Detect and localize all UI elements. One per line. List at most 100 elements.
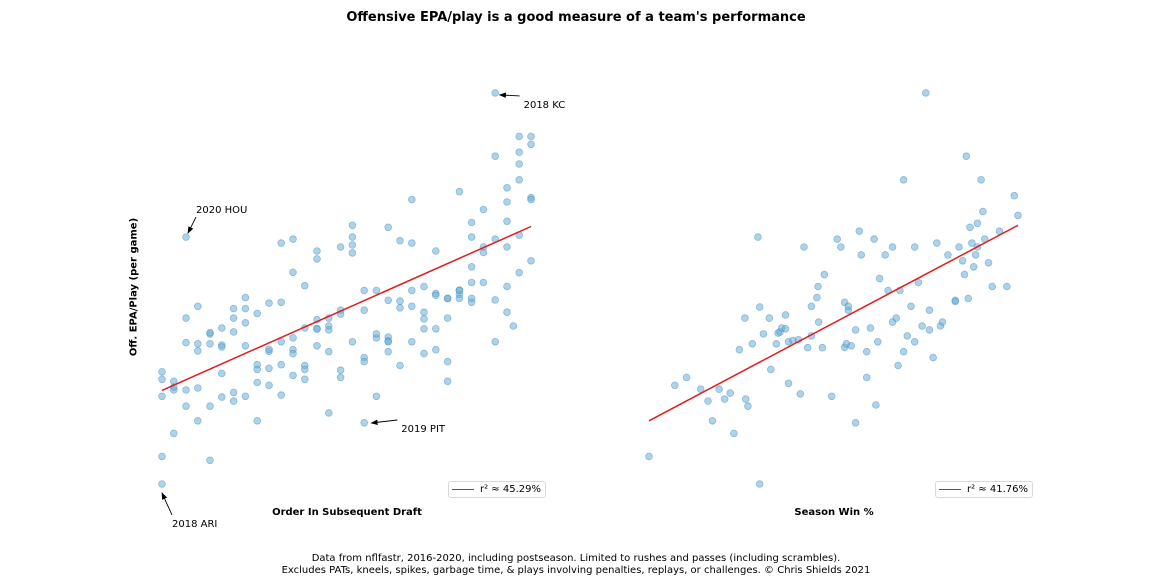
data-point bbox=[855, 227, 864, 236]
data-point bbox=[899, 347, 908, 356]
data-point bbox=[527, 195, 535, 204]
data-point bbox=[704, 397, 712, 405]
data-point bbox=[503, 282, 511, 291]
data-point bbox=[527, 132, 535, 141]
data-point bbox=[158, 392, 166, 401]
data-point bbox=[182, 314, 190, 322]
data-point bbox=[265, 381, 273, 390]
data-point bbox=[253, 378, 262, 387]
annotation-label: 2019 PIT bbox=[401, 424, 446, 435]
data-point bbox=[420, 308, 428, 317]
data-point bbox=[336, 366, 345, 375]
data-point bbox=[918, 322, 926, 330]
data-point bbox=[873, 337, 882, 346]
annotation-label: 2020 HOU bbox=[196, 205, 247, 216]
data-point bbox=[515, 148, 523, 157]
data-point bbox=[491, 296, 500, 304]
data-point bbox=[348, 337, 357, 346]
data-point bbox=[744, 402, 752, 411]
data-point bbox=[833, 235, 841, 243]
data-point bbox=[851, 418, 860, 427]
legend-fit-line-swatch bbox=[452, 489, 474, 490]
data-point bbox=[527, 140, 535, 149]
chart-title: Offensive EPA/play is a good measure of … bbox=[346, 10, 806, 25]
data-point bbox=[881, 251, 889, 259]
data-point bbox=[431, 345, 440, 354]
data-point bbox=[241, 293, 250, 302]
data-point bbox=[969, 262, 978, 271]
data-point bbox=[206, 339, 214, 348]
legend-win-pct: r² ≈ 41.76% bbox=[935, 481, 1033, 498]
panel-draft-order: 2018 KC 2020 HOU 2019 PIT 2018 ARI bbox=[158, 89, 565, 530]
data-point bbox=[503, 217, 511, 226]
data-point bbox=[265, 364, 273, 373]
data-point bbox=[827, 392, 836, 401]
data-point bbox=[847, 341, 855, 350]
x-axis-label-win-pct: Season Win % bbox=[794, 507, 874, 518]
data-point bbox=[170, 429, 178, 438]
data-point bbox=[467, 278, 476, 287]
data-point bbox=[772, 339, 781, 348]
data-point bbox=[503, 243, 511, 251]
data-point bbox=[265, 345, 273, 354]
data-point bbox=[384, 296, 393, 305]
data-point bbox=[955, 243, 963, 251]
data-point bbox=[765, 314, 774, 322]
data-point bbox=[467, 298, 476, 307]
data-point bbox=[741, 314, 749, 322]
data-point bbox=[420, 315, 428, 323]
regression-fit-line bbox=[648, 224, 1019, 422]
data-point bbox=[820, 270, 829, 279]
data-point bbox=[313, 325, 321, 334]
data-point bbox=[962, 152, 971, 161]
data-point bbox=[862, 347, 871, 356]
panel-win-pct bbox=[645, 89, 1022, 488]
data-point bbox=[277, 337, 286, 346]
data-point bbox=[479, 205, 488, 214]
data-point bbox=[515, 268, 523, 277]
data-point bbox=[914, 278, 923, 287]
data-point bbox=[682, 373, 691, 382]
data-point bbox=[241, 304, 250, 313]
data-point bbox=[966, 223, 974, 232]
data-point bbox=[313, 341, 321, 350]
data-point bbox=[289, 268, 297, 277]
data-point bbox=[384, 223, 393, 232]
data-point bbox=[241, 341, 250, 350]
data-point bbox=[229, 304, 238, 313]
legend-label: r² ≈ 45.29% bbox=[480, 484, 541, 495]
data-point bbox=[229, 388, 238, 397]
data-point bbox=[491, 89, 500, 97]
data-point bbox=[324, 347, 333, 356]
data-point bbox=[431, 291, 440, 300]
data-point bbox=[420, 349, 428, 358]
data-point bbox=[964, 294, 972, 303]
data-point bbox=[241, 392, 250, 401]
data-point bbox=[467, 233, 476, 241]
data-point bbox=[509, 322, 518, 330]
data-point bbox=[944, 251, 952, 259]
data-point bbox=[182, 402, 190, 411]
legend-fit-line-swatch bbox=[939, 489, 961, 490]
data-point bbox=[324, 326, 333, 334]
data-point bbox=[958, 256, 967, 265]
data-point bbox=[384, 347, 393, 356]
data-point bbox=[741, 395, 750, 403]
data-point bbox=[360, 357, 369, 366]
data-point bbox=[194, 347, 202, 355]
data-point bbox=[289, 371, 297, 380]
data-point bbox=[407, 239, 416, 247]
data-point bbox=[277, 239, 286, 247]
legend-label: r² ≈ 41.76% bbox=[967, 484, 1028, 495]
data-point bbox=[977, 176, 985, 184]
data-point bbox=[932, 239, 941, 247]
data-point bbox=[467, 218, 476, 227]
data-point bbox=[479, 278, 488, 287]
data-point bbox=[206, 402, 214, 411]
data-point bbox=[503, 198, 511, 206]
data-point bbox=[218, 343, 226, 351]
data-point bbox=[407, 337, 416, 346]
annotation-arrow bbox=[161, 492, 173, 516]
data-point bbox=[888, 243, 897, 251]
data-point bbox=[313, 247, 321, 255]
